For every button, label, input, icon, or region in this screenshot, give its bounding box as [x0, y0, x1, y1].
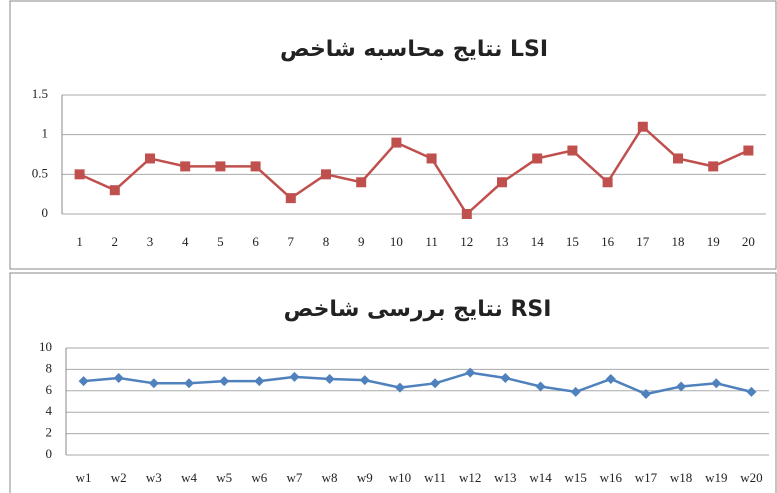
y-tick-label: 0.5: [32, 165, 48, 180]
marker: [602, 177, 613, 188]
x-tick-label: w3: [146, 470, 162, 485]
y-tick-label: 4: [46, 403, 53, 418]
marker: [254, 376, 265, 387]
marker: [394, 382, 405, 393]
x-tick-label: w1: [76, 470, 92, 485]
marker: [497, 177, 507, 188]
marker: [391, 137, 402, 148]
marker: [219, 376, 230, 387]
marker: [500, 372, 511, 383]
x-tick-label: 19: [707, 234, 720, 249]
y-tick-label: 6: [46, 382, 53, 397]
series-line: [83, 371, 752, 396]
marker: [215, 161, 226, 172]
marker: [640, 389, 651, 400]
x-tick-label: 3: [147, 234, 154, 249]
x-tick-label: 5: [217, 234, 224, 249]
x-tick-label: 20: [742, 234, 755, 249]
marker: [321, 169, 331, 180]
x-tick-label: 16: [601, 234, 615, 249]
x-tick-label: w15: [564, 470, 586, 485]
x-tick-label: w14: [529, 470, 552, 485]
x-tick-label: 18: [672, 234, 685, 249]
y-tick-label: 2: [46, 425, 53, 440]
x-tick-label: w16: [600, 470, 623, 485]
x-tick-label: w12: [459, 470, 481, 485]
marker: [148, 378, 159, 389]
marker: [711, 378, 722, 389]
x-tick-label: w11: [424, 470, 446, 485]
x-tick-label: 2: [112, 234, 119, 249]
y-tick-label: 0: [46, 446, 53, 461]
x-tick-label: 1: [76, 234, 83, 249]
marker: [708, 161, 719, 172]
panel: [9, 0, 777, 270]
marker: [359, 375, 370, 386]
chart-title: نتایج محاسبه شاخص LSI: [280, 37, 548, 62]
x-tick-label: 17: [636, 234, 650, 249]
x-tick-label: 13: [496, 234, 509, 249]
x-tick-label: w20: [740, 470, 762, 485]
y-tick-label: 1.5: [32, 86, 48, 101]
marker: [109, 185, 120, 196]
marker: [676, 381, 687, 392]
x-tick-label: w17: [635, 470, 658, 485]
x-tick-label: 7: [288, 234, 295, 249]
x-tick-label: w4: [181, 470, 197, 485]
x-tick-label: w8: [322, 470, 338, 485]
marker: [743, 145, 754, 156]
marker: [567, 145, 578, 156]
x-tick-label: 6: [252, 234, 259, 249]
series-line: [79, 124, 749, 216]
marker: [532, 153, 543, 164]
x-tick-label: w2: [111, 470, 127, 485]
x-tick-label: 11: [425, 234, 438, 249]
marker: [78, 376, 89, 387]
x-tick-label: w10: [389, 470, 411, 485]
x-tick-label: w9: [357, 470, 373, 485]
marker: [535, 381, 546, 392]
x-tick-label: 10: [390, 234, 403, 249]
x-tick-label: 14: [531, 234, 545, 249]
x-tick-label: w5: [216, 470, 232, 485]
marker: [145, 153, 155, 164]
marker: [430, 378, 441, 389]
x-tick-label: 4: [182, 234, 189, 249]
y-tick-label: 1: [42, 126, 49, 141]
marker: [605, 374, 616, 385]
marker: [250, 161, 261, 172]
marker: [74, 169, 85, 180]
marker: [289, 371, 300, 382]
x-tick-label: 12: [460, 234, 473, 249]
x-tick-label: 15: [566, 234, 579, 249]
x-tick-label: 9: [358, 234, 365, 249]
x-tick-label: w6: [251, 470, 267, 485]
x-tick-label: w7: [287, 470, 303, 485]
marker: [637, 121, 648, 132]
marker: [324, 374, 335, 385]
marker: [746, 386, 757, 397]
x-tick-label: w13: [494, 470, 516, 485]
marker: [673, 153, 683, 164]
marker: [570, 386, 581, 397]
marker: [356, 177, 367, 188]
y-tick-label: 8: [46, 360, 53, 375]
panel: [9, 272, 777, 493]
marker: [180, 161, 191, 172]
marker: [461, 209, 472, 219]
y-tick-label: 10: [39, 339, 52, 354]
marker: [285, 193, 296, 204]
marker: [465, 367, 476, 378]
marker: [113, 372, 124, 383]
marker: [184, 378, 195, 389]
marker: [426, 153, 437, 164]
x-tick-label: w18: [670, 470, 692, 485]
chart-title: نتایج بررسی شاخص RSI: [284, 297, 552, 322]
y-tick-label: 0: [42, 205, 49, 220]
x-tick-label: 8: [323, 234, 330, 249]
x-tick-label: w19: [705, 470, 727, 485]
